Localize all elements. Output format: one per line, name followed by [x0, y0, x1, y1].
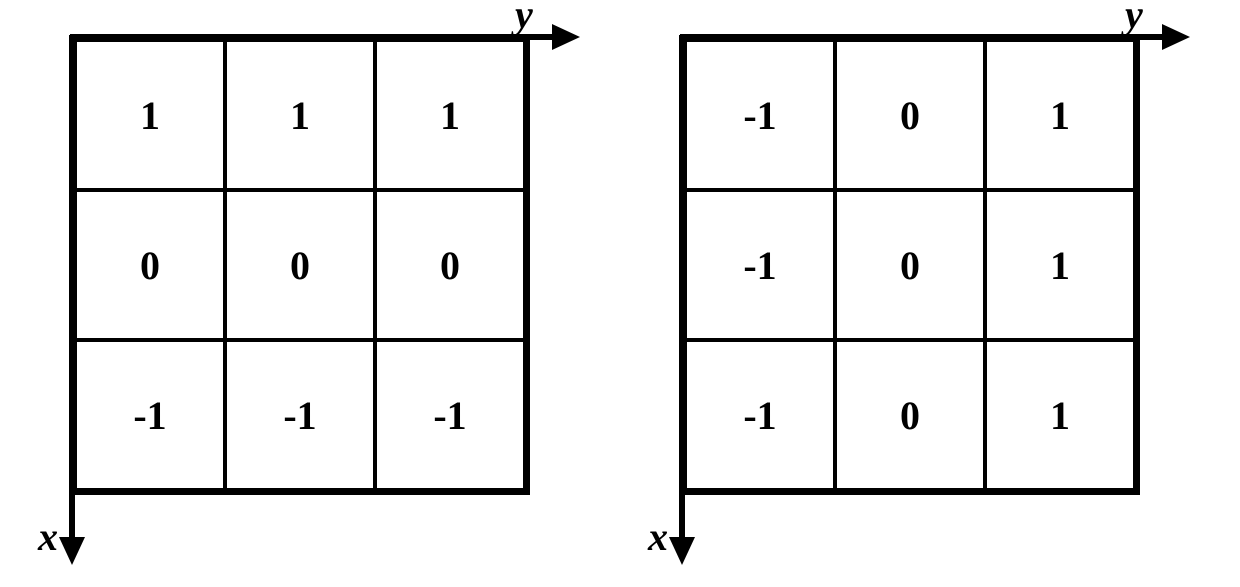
cell: -1	[75, 340, 225, 490]
cell: 1	[985, 40, 1135, 190]
y-axis-label: y	[515, 0, 533, 38]
panel-left: y x 1 1 1 0 0 0 -1 -1 -1	[70, 35, 530, 495]
cell: 0	[375, 190, 525, 340]
grid-right: -1 0 1 -1 0 1 -1 0 1	[680, 35, 1140, 495]
cell: -1	[685, 340, 835, 490]
cell: 1	[375, 40, 525, 190]
cell: 1	[75, 40, 225, 190]
x-axis-label: x	[38, 513, 58, 560]
cell: 1	[985, 190, 1135, 340]
cell: -1	[685, 40, 835, 190]
grid-left: 1 1 1 0 0 0 -1 -1 -1	[70, 35, 530, 495]
cell: 0	[75, 190, 225, 340]
stage: y x 1 1 1 0 0 0 -1 -1 -1 y	[0, 0, 1240, 587]
cell: -1	[685, 190, 835, 340]
x-axis-label: x	[648, 513, 668, 560]
panel-right: y x -1 0 1 -1 0 1 -1 0 1	[680, 35, 1140, 495]
cell: 1	[985, 340, 1135, 490]
cell: 0	[835, 40, 985, 190]
cell: 0	[835, 340, 985, 490]
y-axis-label: y	[1125, 0, 1143, 38]
cell: 0	[835, 190, 985, 340]
cell: -1	[375, 340, 525, 490]
cell: 0	[225, 190, 375, 340]
cell: 1	[225, 40, 375, 190]
cell: -1	[225, 340, 375, 490]
